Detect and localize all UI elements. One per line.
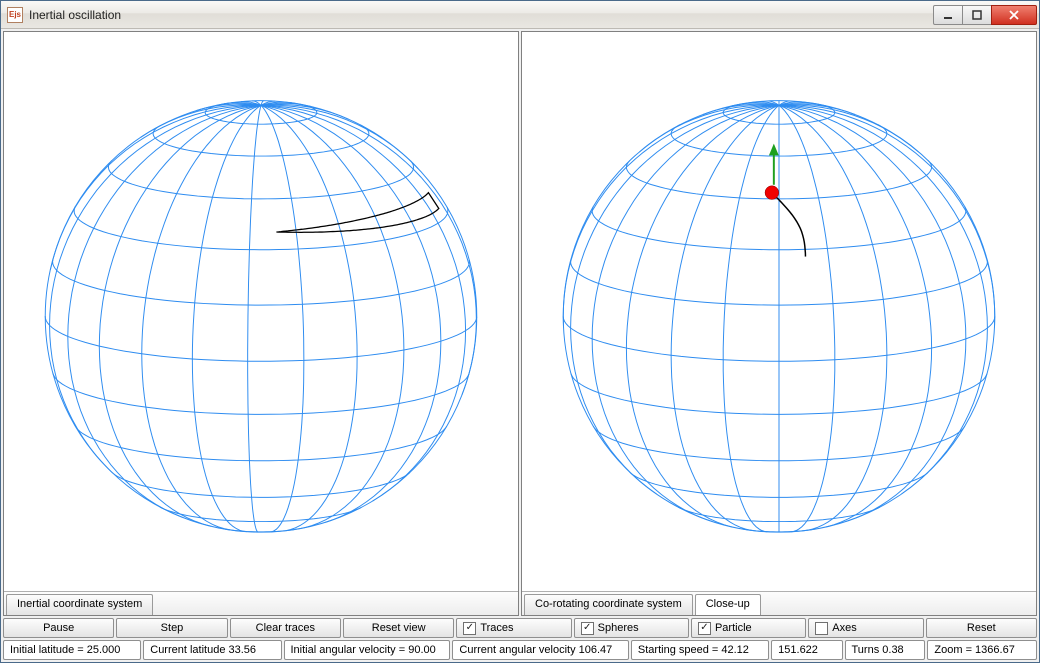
- tab-corotating[interactable]: Co-rotating coordinate system: [524, 594, 693, 615]
- views-row: Inertial coordinate system Co-rotating c…: [3, 31, 1037, 616]
- status-row: Initial latitude = 25.000 Current latitu…: [3, 640, 1037, 660]
- checkbox-label: Particle: [715, 622, 752, 634]
- right-canvas[interactable]: [522, 32, 1036, 591]
- controls-row: Pause Step Clear traces Reset view Trace…: [3, 618, 1037, 638]
- particle-checkbox[interactable]: Particle: [691, 618, 806, 638]
- titlebar[interactable]: Ejs Inertial oscillation: [1, 1, 1039, 29]
- pause-button[interactable]: Pause: [3, 618, 114, 638]
- checkbox-label: Spheres: [598, 622, 639, 634]
- step-button[interactable]: Step: [116, 618, 227, 638]
- checkbox-icon: [463, 622, 476, 635]
- status-turns: Turns 0.38: [845, 640, 926, 660]
- status-zoom: Zoom = 1366.67: [927, 640, 1037, 660]
- checkbox-icon: [581, 622, 594, 635]
- status-current-latitude: Current latitude 33.56: [143, 640, 281, 660]
- app-icon: Ejs: [7, 7, 23, 23]
- status-value: 151.622: [771, 640, 842, 660]
- reset-button[interactable]: Reset: [926, 618, 1037, 638]
- traces-checkbox[interactable]: Traces: [456, 618, 571, 638]
- checkbox-label: Axes: [832, 622, 856, 634]
- tab-inertial[interactable]: Inertial coordinate system: [6, 594, 153, 615]
- checkbox-label: Traces: [480, 622, 513, 634]
- reset-view-button[interactable]: Reset view: [343, 618, 454, 638]
- close-button[interactable]: [991, 5, 1037, 25]
- client-area: Inertial coordinate system Co-rotating c…: [1, 29, 1039, 662]
- spheres-checkbox[interactable]: Spheres: [574, 618, 689, 638]
- checkbox-icon: [698, 622, 711, 635]
- minimize-button[interactable]: [933, 5, 963, 25]
- window-controls: [934, 5, 1037, 25]
- status-initial-angvel: Initial angular velocity = 90.00: [284, 640, 451, 660]
- maximize-button[interactable]: [962, 5, 992, 25]
- left-canvas[interactable]: [4, 32, 518, 591]
- left-pane: Inertial coordinate system: [3, 31, 519, 616]
- axes-checkbox[interactable]: Axes: [808, 618, 923, 638]
- checkbox-icon: [815, 622, 828, 635]
- left-tabrow: Inertial coordinate system: [4, 591, 518, 615]
- status-starting-speed: Starting speed = 42.12: [631, 640, 769, 660]
- right-pane: Co-rotating coordinate system Close-up: [521, 31, 1037, 616]
- clear-traces-button[interactable]: Clear traces: [230, 618, 341, 638]
- right-tabrow: Co-rotating coordinate system Close-up: [522, 591, 1036, 615]
- status-current-angvel: Current angular velocity 106.47: [452, 640, 628, 660]
- tab-closeup[interactable]: Close-up: [695, 594, 761, 615]
- window-title: Inertial oscillation: [29, 8, 121, 22]
- status-initial-latitude: Initial latitude = 25.000: [3, 640, 141, 660]
- main-window: Ejs Inertial oscillation Inertial coo: [0, 0, 1040, 663]
